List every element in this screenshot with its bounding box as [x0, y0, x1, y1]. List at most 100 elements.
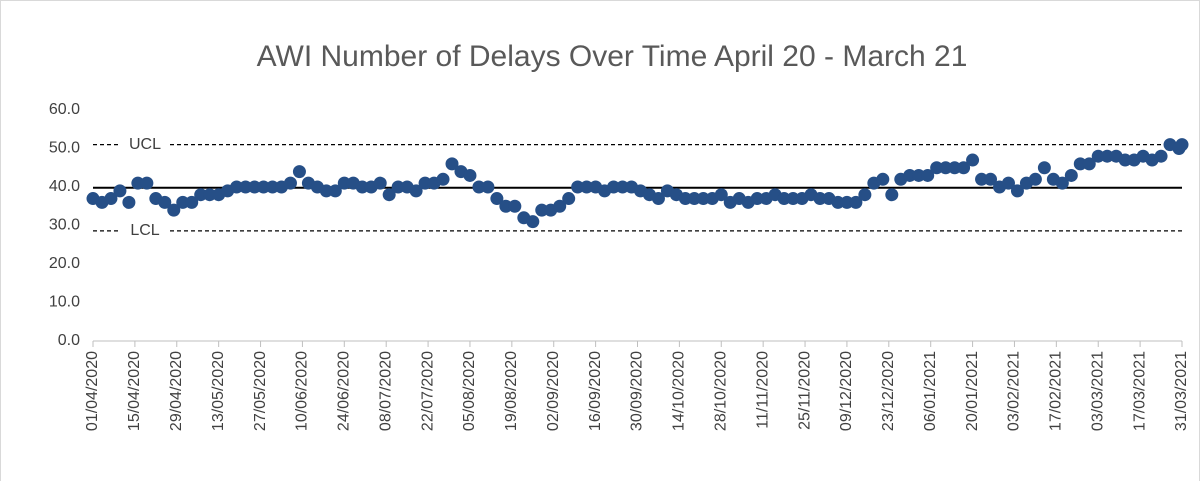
- x-tick-label: 15/04/2020: [126, 351, 143, 431]
- point: [436, 172, 450, 186]
- point: [1118, 153, 1132, 167]
- x-tick-label: 10/06/2020: [294, 351, 311, 431]
- x-tick-label: 11/11/2020: [754, 351, 771, 429]
- point: [876, 172, 890, 186]
- point: [813, 192, 827, 206]
- point: [167, 203, 181, 217]
- point: [678, 192, 692, 206]
- point: [508, 199, 522, 213]
- x-tick-label: 09/12/2020: [838, 351, 855, 431]
- x-tick-label: 22/07/2020: [419, 351, 436, 431]
- point: [939, 161, 953, 175]
- point: [687, 192, 701, 206]
- point: [382, 188, 396, 202]
- point: [957, 161, 971, 175]
- x-tick-label: 28/10/2020: [712, 351, 729, 431]
- point: [131, 176, 145, 190]
- point: [903, 168, 917, 182]
- x-tick-label: 31/03/2021: [1173, 351, 1190, 431]
- point: [409, 184, 423, 198]
- x-tick-label: 25/11/2020: [796, 351, 813, 430]
- point: [616, 180, 630, 194]
- point: [104, 192, 118, 206]
- point: [283, 176, 297, 190]
- point: [1100, 149, 1114, 163]
- point: [463, 168, 477, 182]
- point: [849, 195, 863, 209]
- x-tick-label: 05/08/2020: [461, 351, 478, 431]
- x-tick-label: 24/06/2020: [336, 351, 353, 431]
- point: [607, 180, 621, 194]
- point: [176, 195, 190, 209]
- point: [1175, 138, 1189, 152]
- x-tick-label: 03/02/2021: [1006, 351, 1023, 431]
- point: [930, 161, 944, 175]
- y-tick-label: 40.0: [49, 178, 80, 195]
- point: [292, 165, 306, 179]
- reference-label-bg: [120, 220, 168, 241]
- x-tick-label: 29/04/2020: [168, 351, 185, 431]
- x-tick-label: 20/01/2021: [964, 351, 981, 431]
- point: [1073, 157, 1087, 171]
- point: [777, 192, 791, 206]
- x-tick-label: 30/09/2020: [629, 351, 646, 431]
- chart-title: AWI Number of Delays Over Time April 20 …: [257, 40, 968, 73]
- point: [1028, 172, 1042, 186]
- point: [571, 180, 585, 194]
- reference-label: LCL: [130, 222, 159, 239]
- point: [975, 172, 989, 186]
- point: [1010, 184, 1024, 198]
- point: [921, 168, 935, 182]
- point: [481, 180, 495, 194]
- point: [328, 184, 342, 198]
- point: [750, 192, 764, 206]
- x-tick-label: 08/07/2020: [377, 351, 394, 431]
- x-tick-label: 27/05/2020: [252, 351, 269, 431]
- point: [319, 184, 333, 198]
- point: [885, 188, 899, 202]
- y-tick-label: 50.0: [49, 140, 80, 157]
- x-tick-label: 03/03/2021: [1089, 351, 1106, 431]
- point: [948, 161, 962, 175]
- point: [230, 180, 244, 194]
- point: [696, 192, 710, 206]
- point: [553, 199, 567, 213]
- point: [714, 188, 728, 202]
- y-tick-label: 20.0: [49, 255, 80, 272]
- point: [337, 176, 351, 190]
- point: [858, 188, 872, 202]
- x-tick-label: 13/05/2020: [210, 351, 227, 431]
- y-tick-label: 60.0: [49, 101, 80, 118]
- x-tick-label: 02/09/2020: [545, 351, 562, 431]
- point: [912, 168, 926, 182]
- point: [391, 180, 405, 194]
- point: [194, 188, 208, 202]
- x-tick-label: 06/01/2021: [922, 351, 939, 431]
- point: [1001, 176, 1015, 190]
- point: [373, 176, 387, 190]
- point: [203, 188, 217, 202]
- x-tick-label: 16/09/2020: [587, 351, 604, 431]
- y-tick-label: 0.0: [58, 332, 80, 349]
- y-tick-label: 30.0: [49, 217, 80, 234]
- x-tick-label: 17/02/2021: [1048, 351, 1065, 431]
- point: [562, 192, 576, 206]
- point: [535, 203, 549, 217]
- point: [526, 215, 540, 229]
- point: [418, 176, 432, 190]
- point: [248, 180, 262, 194]
- x-tick-label: 19/08/2020: [503, 351, 520, 431]
- point: [140, 176, 154, 190]
- point: [1064, 168, 1078, 182]
- point: [580, 180, 594, 194]
- x-tick-label: 01/04/2020: [84, 351, 101, 431]
- point: [185, 195, 199, 209]
- point: [786, 192, 800, 206]
- point: [355, 180, 369, 194]
- point: [651, 192, 665, 206]
- reference-label-bg: [120, 134, 168, 155]
- point: [257, 180, 271, 194]
- point: [445, 157, 459, 171]
- point: [831, 195, 845, 209]
